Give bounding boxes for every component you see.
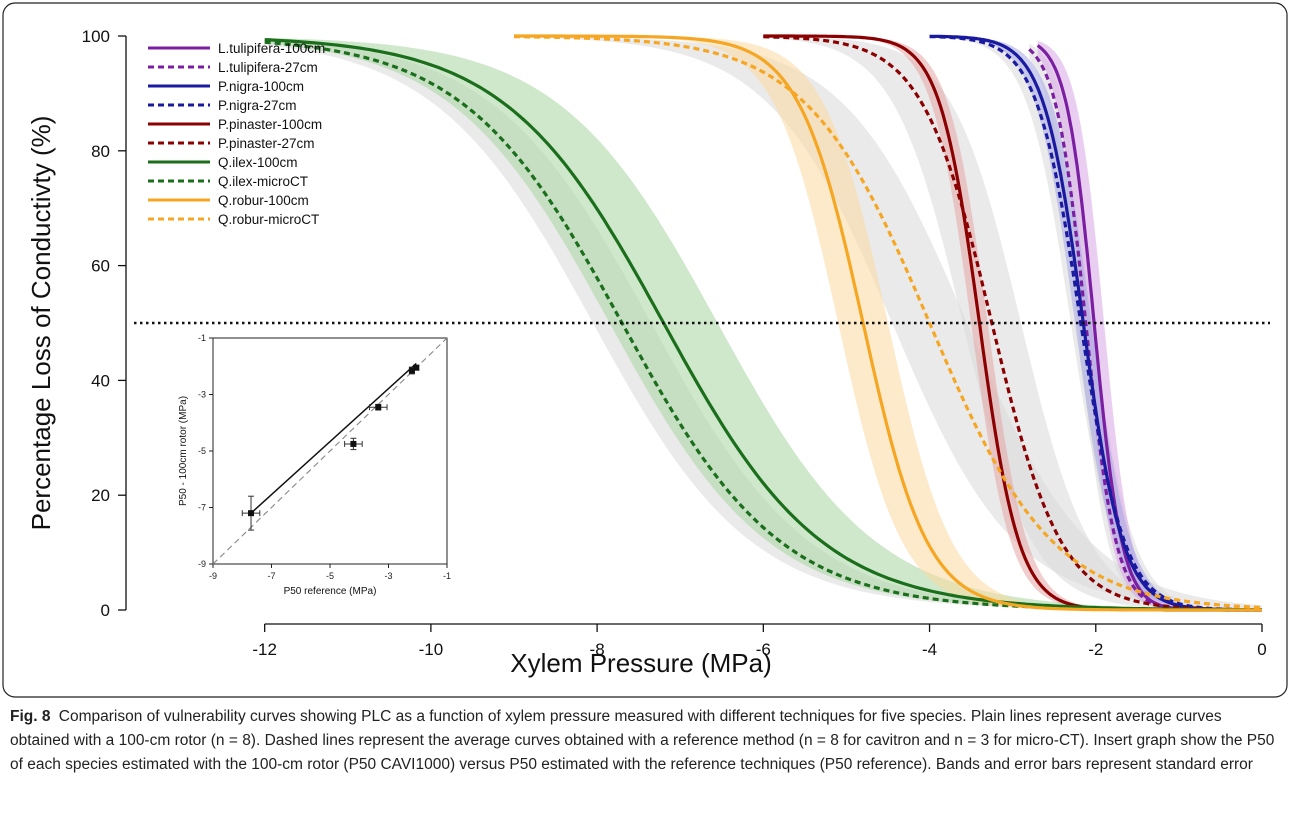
error-bands xyxy=(264,36,1262,611)
x-tick-label: -8 xyxy=(590,640,605,659)
curve-p-pinaster-27cm xyxy=(763,35,1263,612)
y-tick-label: 100 xyxy=(82,27,110,46)
y-tick-label: 80 xyxy=(91,142,110,161)
inset-y-title: P50 - 100cm rotor (MPa) xyxy=(178,396,189,506)
y-tick-label: 0 xyxy=(101,601,110,620)
inset-y-tick-label: -9 xyxy=(198,559,206,569)
x-tick-label: -6 xyxy=(756,640,771,659)
legend-label: P.pinaster-27cm xyxy=(218,136,315,151)
error-band-q-ilex-100cm xyxy=(264,37,1262,610)
x-tick-label: -10 xyxy=(419,640,444,659)
error-band-l-tulipifera-27cm xyxy=(1029,43,1262,611)
y-tick-label: 20 xyxy=(91,486,110,505)
curve-l-tulipifera-27cm xyxy=(1028,48,1262,612)
legend-label: L.tulipifera-100cm xyxy=(218,41,325,56)
inset-point xyxy=(248,510,255,517)
legend-label: P.nigra-100cm xyxy=(218,79,304,94)
inset-x-tick-label: -1 xyxy=(443,571,451,581)
error-band-q-ilex-microct xyxy=(264,40,1262,610)
error-band-q-robur-100cm xyxy=(514,36,1262,610)
chart-border xyxy=(2,2,1288,698)
x-tick-label: -2 xyxy=(1088,640,1103,659)
y-tick-label: 60 xyxy=(91,257,110,276)
x-tick-label: 0 xyxy=(1257,640,1266,659)
vulnerability-curves-chart: 0 20 40 60 80 100 -12 -10 -8 -6 -4 -2 0 Xylem Pressur… xyxy=(2,2,1288,698)
legend: L.tulipifera-100cm L.tulipifera-27cm P.nig… xyxy=(148,41,325,227)
inset-point xyxy=(375,404,382,411)
inset-y-tick-label: -3 xyxy=(198,390,206,400)
figure-caption: Fig. 8 Comparison of vulnerability curve… xyxy=(10,705,1275,777)
curve-q-robur-microct xyxy=(514,35,1263,609)
legend-label: P.nigra-27cm xyxy=(218,98,297,113)
legend-label: Q.robur-microCT xyxy=(218,212,319,227)
x-tick-label: -4 xyxy=(922,640,937,659)
legend-label: P.pinaster-100cm xyxy=(218,117,322,132)
inset-y-tick-label: -5 xyxy=(198,446,206,456)
inset-x-tick-label: -7 xyxy=(267,571,275,581)
caption-text: Comparison of vulnerability curves showi… xyxy=(10,708,1275,773)
y-tick-label: 40 xyxy=(91,371,110,390)
inset-y-tick-label: -7 xyxy=(198,503,206,513)
curve-q-robur-100cm xyxy=(514,34,1262,612)
legend-label: Q.robur-100cm xyxy=(218,193,309,208)
inset-point xyxy=(408,367,415,374)
error-band-l-tulipifera-100cm xyxy=(1037,40,1262,610)
inset-p50-chart: -9 -7 -5 -3 -1 -9 -7 -5 -3 -1 P50 reference (MPa) P… xyxy=(168,328,460,612)
inset-x-tick-label: -9 xyxy=(209,571,217,581)
inset-point xyxy=(413,364,420,371)
y-axis-title: Percentage Loss of Conductivty (%) xyxy=(26,116,56,531)
error-band-p-pinaster-27cm xyxy=(763,36,1262,610)
inset-x-tick-label: -3 xyxy=(384,571,392,581)
inset-point xyxy=(350,440,357,447)
inset-x-title: P50 reference (MPa) xyxy=(284,586,377,597)
inset-fit-line xyxy=(250,362,417,514)
curve-lines xyxy=(264,34,1263,612)
x-axis-title: Xylem Pressure (MPa) xyxy=(510,648,772,678)
inset-identity-line xyxy=(212,337,448,565)
axes: 0 20 40 60 80 100 -12 -10 -8 -6 -4 -2 0 Xylem Pressur… xyxy=(26,27,1267,678)
legend-label: Q.ilex-microCT xyxy=(218,174,308,189)
inset-x-tick-label: -5 xyxy=(326,571,334,581)
legend-label: L.tulipifera-27cm xyxy=(218,60,318,75)
error-band-p-pinaster-100cm xyxy=(763,36,1262,610)
caption-label: Fig. 8 xyxy=(10,708,51,725)
x-tick-label: -12 xyxy=(252,640,277,659)
inset-y-tick-label: -1 xyxy=(198,333,206,343)
legend-label: Q.ilex-100cm xyxy=(218,155,298,170)
